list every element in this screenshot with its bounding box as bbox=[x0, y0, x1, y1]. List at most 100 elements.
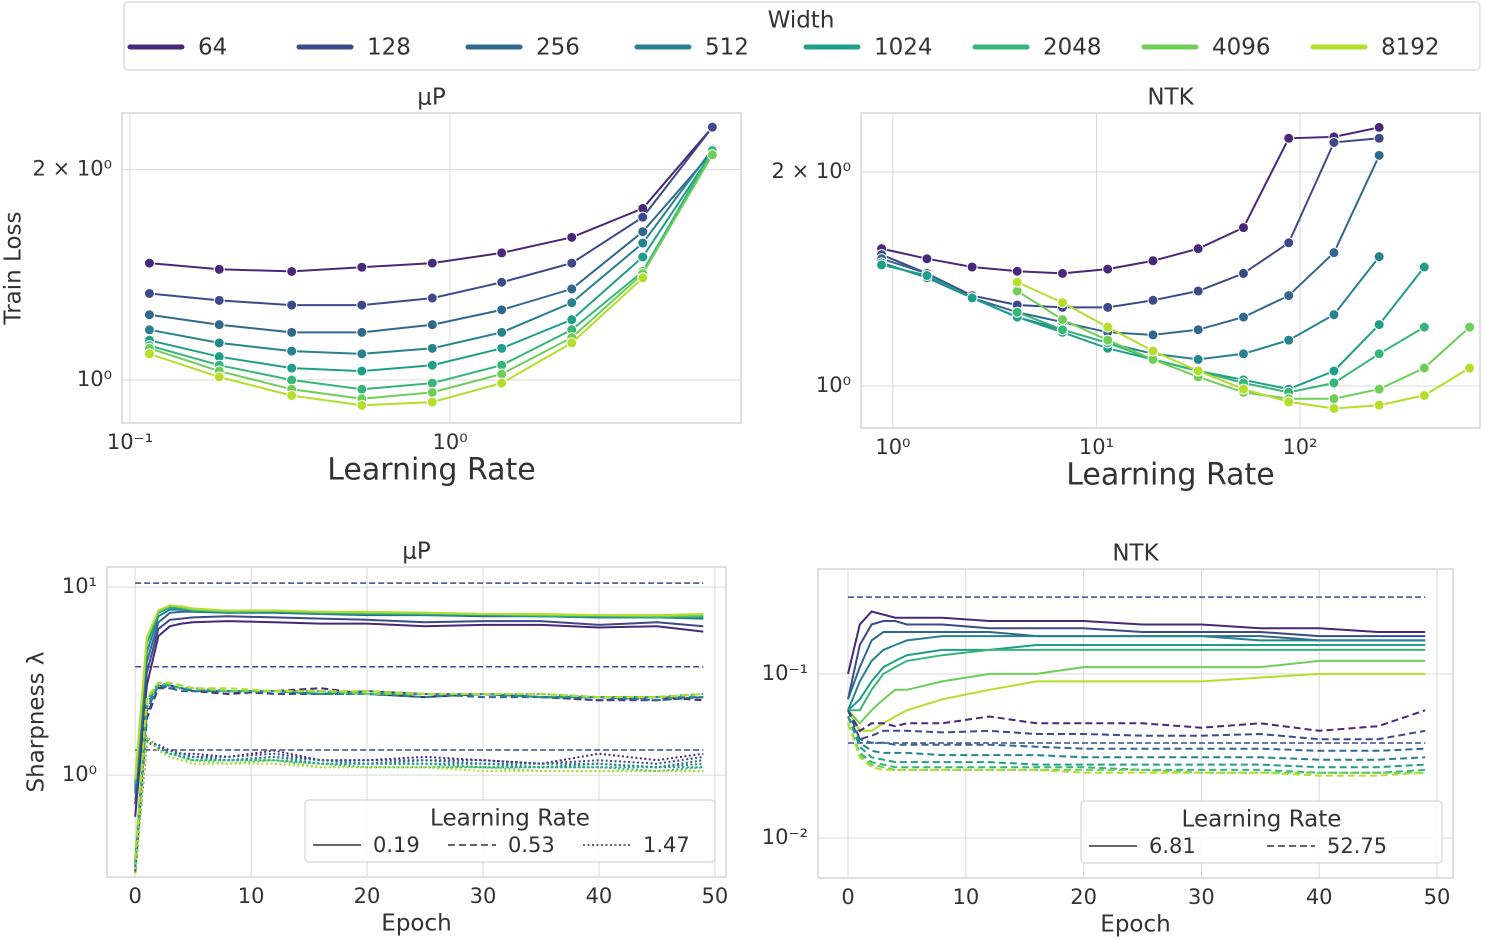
point bbox=[1102, 321, 1114, 333]
series-line bbox=[847, 709, 1426, 741]
y-axis-label: Sharpness λ bbox=[24, 652, 50, 793]
point bbox=[566, 297, 578, 309]
legend-label: 0.53 bbox=[508, 833, 555, 857]
point bbox=[1328, 377, 1340, 389]
point bbox=[286, 265, 298, 277]
series-line bbox=[881, 126, 1380, 275]
point bbox=[637, 251, 649, 263]
point bbox=[1328, 309, 1340, 321]
series-line bbox=[847, 716, 1426, 761]
point bbox=[356, 399, 368, 411]
point bbox=[1373, 121, 1385, 133]
point bbox=[637, 237, 649, 249]
x-tick-label: 0 bbox=[128, 884, 141, 908]
point bbox=[1011, 265, 1023, 277]
point bbox=[286, 345, 298, 357]
y-tick-label: 10⁰ bbox=[816, 373, 851, 397]
series-line bbox=[134, 737, 704, 874]
point bbox=[426, 377, 438, 389]
point bbox=[356, 383, 368, 395]
x-tick-label: 30 bbox=[1188, 885, 1215, 909]
point bbox=[356, 261, 368, 273]
y-tick-label: 10¹ bbox=[62, 574, 97, 598]
point bbox=[566, 337, 578, 349]
x-tick-label: 10⁻¹ bbox=[107, 430, 153, 454]
legend-title: Width bbox=[768, 8, 835, 34]
point bbox=[213, 294, 225, 306]
point bbox=[706, 149, 718, 161]
x-tick-label: 10 bbox=[238, 884, 265, 908]
legend-box bbox=[123, 1, 1481, 71]
point bbox=[213, 263, 225, 275]
series-line bbox=[134, 684, 704, 864]
point bbox=[1237, 348, 1249, 360]
x-tick-label: 10 bbox=[952, 885, 979, 909]
point bbox=[426, 359, 438, 371]
point bbox=[1102, 263, 1114, 275]
point bbox=[1192, 285, 1204, 297]
point bbox=[1464, 321, 1476, 333]
series-line bbox=[134, 737, 704, 874]
y-tick-label: 10⁰ bbox=[77, 367, 112, 391]
series-line bbox=[134, 681, 704, 859]
series-line bbox=[134, 620, 704, 817]
legend-title: Learning Rate bbox=[1182, 807, 1342, 833]
point bbox=[1328, 365, 1340, 377]
x-tick-label: 20 bbox=[1070, 885, 1097, 909]
series-line bbox=[847, 716, 1426, 769]
y-tick-label: 10⁻² bbox=[762, 825, 808, 849]
point bbox=[286, 299, 298, 311]
series-line bbox=[847, 672, 1426, 732]
series-line bbox=[134, 740, 704, 874]
legend-label: 1024 bbox=[874, 35, 933, 61]
series-line bbox=[847, 722, 1426, 774]
x-tick-label: 50 bbox=[702, 884, 729, 908]
y-tick-label: 10⁻¹ bbox=[762, 661, 808, 685]
legend-label: 64 bbox=[198, 35, 227, 61]
series-line bbox=[847, 620, 1426, 700]
point bbox=[286, 362, 298, 374]
series-line bbox=[848, 648, 1426, 712]
legend-label: 256 bbox=[536, 35, 580, 61]
point bbox=[1418, 389, 1430, 401]
point bbox=[496, 326, 508, 338]
point bbox=[1192, 243, 1204, 255]
point bbox=[426, 386, 438, 398]
point bbox=[1056, 324, 1068, 336]
point bbox=[1011, 306, 1023, 318]
legend-label: 2048 bbox=[1043, 35, 1102, 61]
point bbox=[1464, 362, 1476, 374]
point bbox=[143, 309, 155, 321]
point bbox=[966, 292, 978, 304]
series-line bbox=[149, 277, 644, 407]
point bbox=[1373, 251, 1385, 263]
point bbox=[1147, 294, 1159, 306]
point bbox=[213, 337, 225, 349]
point bbox=[286, 326, 298, 338]
x-axis-label: Learning Rate bbox=[327, 453, 536, 488]
x-tick-label: 10⁰ bbox=[432, 430, 467, 454]
x-tick-label: 10¹ bbox=[1079, 435, 1114, 459]
point bbox=[566, 314, 578, 326]
x-axis-label: Learning Rate bbox=[1066, 458, 1275, 493]
point bbox=[356, 299, 368, 311]
series-line bbox=[847, 635, 1426, 711]
x-tick-label: 30 bbox=[470, 884, 497, 908]
point bbox=[1373, 319, 1385, 331]
series-line bbox=[847, 659, 1426, 725]
point bbox=[1237, 383, 1249, 395]
point bbox=[1328, 136, 1340, 148]
panel: μP Epoch Sharpness λ 0 10 20 30 40 50 10⁰ 10¹ Learn… bbox=[24, 539, 729, 937]
series-line bbox=[134, 687, 704, 874]
point bbox=[1418, 362, 1430, 374]
point bbox=[1237, 222, 1249, 234]
point bbox=[1192, 324, 1204, 336]
point bbox=[921, 253, 933, 265]
y-tick-label: 2 × 10⁰ bbox=[772, 159, 851, 183]
x-tick-label: 40 bbox=[1306, 885, 1333, 909]
legend-label: 1.47 bbox=[643, 833, 690, 857]
x-axis-label: Epoch bbox=[381, 911, 451, 937]
point bbox=[356, 326, 368, 338]
point bbox=[1373, 149, 1385, 161]
